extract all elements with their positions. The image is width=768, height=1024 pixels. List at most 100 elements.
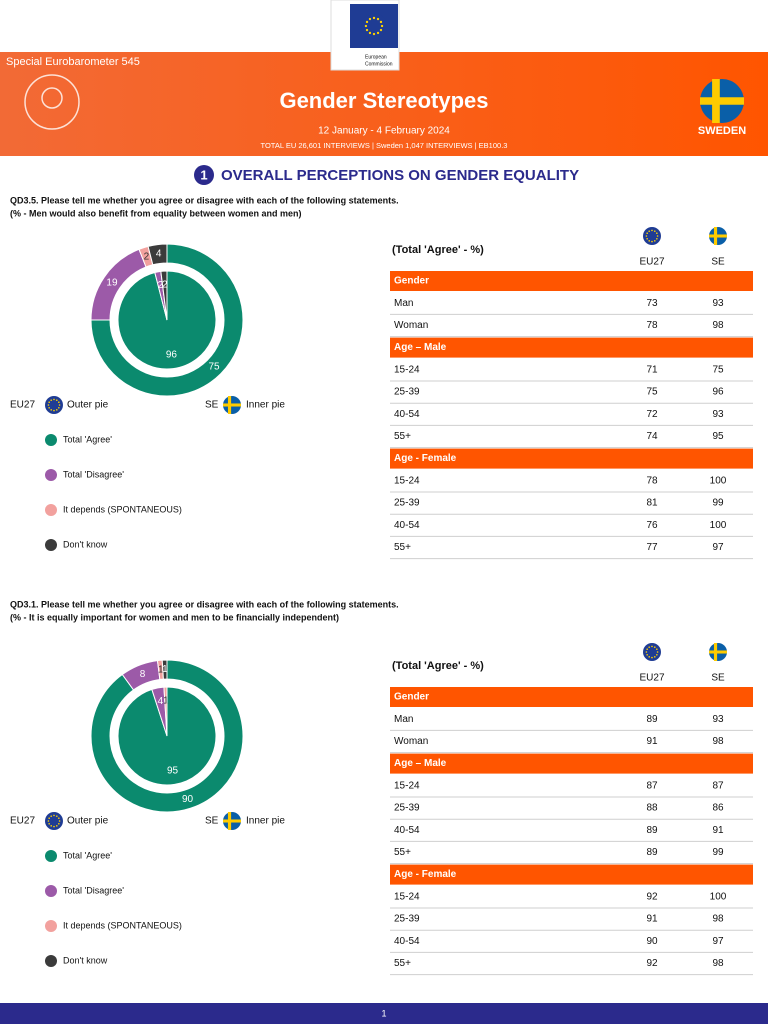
legend-swatch [45, 850, 57, 862]
slice-label: 2 [144, 251, 150, 262]
legend-label: Total 'Disagree' [63, 885, 124, 895]
group-header: Gender [394, 276, 429, 287]
row-label: 40-54 [394, 825, 420, 836]
cell: 93 [712, 298, 724, 309]
eu-flag-icon [643, 227, 661, 245]
table-heading: (Total 'Agree' - %) [392, 244, 484, 256]
inner-slice [160, 270, 168, 321]
cell: 76 [646, 520, 658, 531]
eu-star [653, 240, 656, 242]
cell: 92 [646, 891, 658, 902]
cell: 89 [646, 714, 658, 725]
slice-label: 2 [158, 280, 164, 291]
group-header: Age – Male [394, 342, 447, 353]
series-name: Special Eurobarometer 545 [6, 56, 140, 68]
section-number: 1 [200, 167, 207, 182]
question-subtitle: (% - Men would also benefit from equalit… [10, 208, 302, 218]
group-header-bg [390, 687, 753, 707]
footer-bar [0, 1003, 768, 1024]
eu-star [48, 822, 50, 825]
eu-star [645, 651, 648, 653]
legend-ring: Outer pie [67, 816, 109, 827]
title: Gender Stereotypes [279, 88, 488, 113]
group-header-bg [390, 271, 753, 291]
row-label: 40-54 [394, 936, 420, 947]
cell: 75 [712, 364, 724, 375]
row-label: 55+ [394, 847, 411, 858]
eu-star [53, 409, 55, 412]
slice-label: 96 [166, 350, 178, 361]
cell: 75 [646, 387, 658, 398]
eu-star [58, 817, 60, 820]
cell: 72 [646, 409, 658, 420]
eu-star [58, 406, 60, 409]
slice-label: 90 [182, 794, 194, 805]
cell: 98 [712, 320, 724, 331]
country: SWEDEN [698, 125, 746, 137]
legend-swatch [45, 504, 57, 516]
cell: 93 [712, 409, 724, 420]
group-header: Age - Female [394, 869, 457, 880]
legend-ring: Outer pie [67, 400, 109, 411]
eu-star [379, 20, 383, 24]
row-label: 15-24 [394, 891, 420, 902]
eu-flag-icon [361, 13, 387, 39]
eu-star [58, 822, 60, 825]
eu-star [656, 235, 659, 237]
legend-series: EU27 [10, 400, 35, 411]
eu-star [653, 656, 656, 658]
se-cross [700, 97, 744, 105]
cell: 99 [712, 847, 724, 858]
row-label: 55+ [394, 958, 411, 969]
group-header-bg [390, 864, 753, 885]
question-subtitle: (% - It is equally important for women a… [10, 612, 339, 622]
eu-star [380, 24, 384, 28]
cell: 77 [646, 542, 658, 553]
cell: 91 [712, 825, 724, 836]
cell: 93 [712, 714, 724, 725]
eu-star [58, 401, 60, 404]
eu-star [50, 825, 53, 827]
eu-star [656, 651, 659, 653]
eu-star [47, 820, 50, 822]
slice-label: 75 [208, 362, 220, 373]
question: QD3.1. Please tell me whether you agree … [10, 599, 399, 609]
eu-star [653, 646, 656, 648]
column-label: SE [711, 257, 725, 268]
group-header: Age – Male [394, 758, 447, 769]
row-label: 25-39 [394, 387, 420, 398]
row-label: Woman [394, 320, 428, 331]
se-cross [223, 403, 241, 407]
row-label: Man [394, 298, 413, 309]
slice-label: 95 [167, 765, 179, 776]
eu-star [651, 240, 653, 243]
group-header: Age - Female [394, 453, 457, 464]
group-header-bg [390, 337, 753, 358]
eu-star [58, 404, 61, 406]
row-label: 55+ [394, 542, 411, 553]
cell: 98 [712, 958, 724, 969]
eu-star [50, 399, 53, 401]
f2f-logo [41, 87, 63, 109]
cell: 98 [712, 736, 724, 747]
outer-slice [90, 659, 244, 813]
eu-star [645, 235, 648, 237]
se-cross [709, 650, 727, 654]
eu-star [646, 653, 648, 656]
group-header: Gender [394, 692, 429, 703]
eu-star [646, 648, 648, 651]
eu-star [50, 815, 53, 817]
table-heading: (Total 'Agree' - %) [392, 660, 484, 672]
eu-star [653, 230, 656, 232]
eu-star [648, 240, 651, 242]
legend-swatch [45, 434, 57, 446]
eu-star [648, 656, 651, 658]
eu-star [364, 24, 368, 28]
cell: 91 [646, 736, 658, 747]
cell: 97 [712, 936, 724, 947]
f2f-logo [24, 74, 80, 130]
logo-text: European [365, 54, 387, 60]
legend-label: Total 'Agree' [63, 434, 112, 444]
cell: 100 [710, 891, 727, 902]
legend-label: Total 'Agree' [63, 850, 112, 860]
